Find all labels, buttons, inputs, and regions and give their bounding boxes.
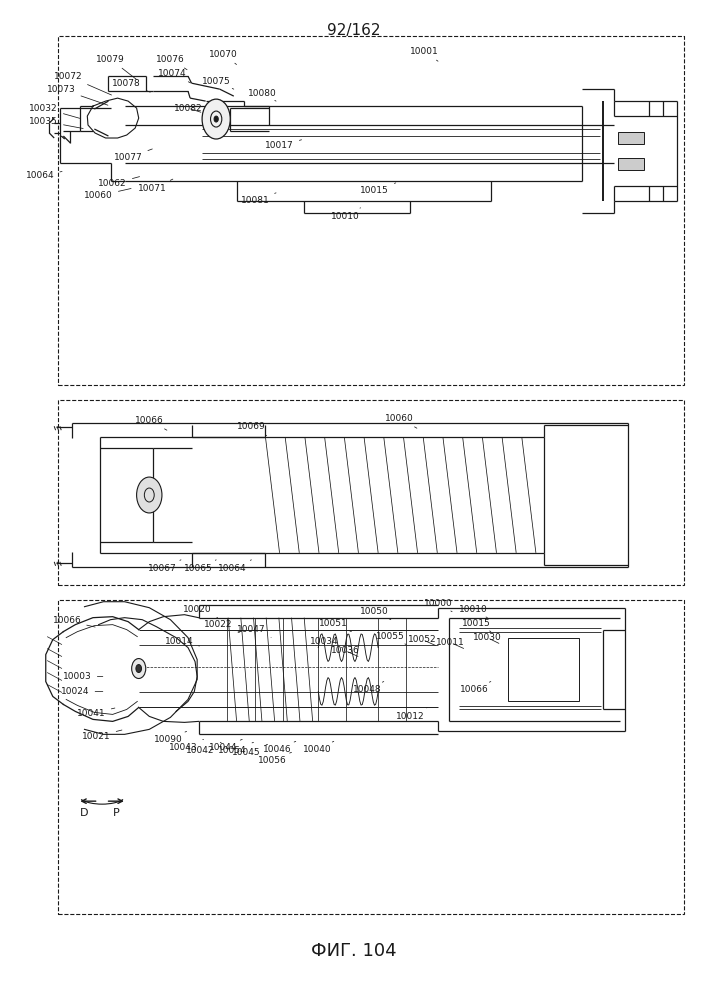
Text: 10017: 10017 (265, 140, 302, 150)
Text: 10066: 10066 (460, 681, 491, 694)
Circle shape (214, 116, 218, 122)
Text: 10051: 10051 (320, 619, 351, 632)
Text: 10034: 10034 (310, 637, 341, 648)
Text: 10014: 10014 (165, 637, 199, 646)
Text: 10060: 10060 (84, 188, 131, 200)
Text: 10015: 10015 (462, 619, 491, 632)
Text: 10064: 10064 (218, 560, 252, 573)
Text: 10032: 10032 (29, 104, 80, 118)
Text: 10021: 10021 (82, 730, 122, 741)
Text: 10010: 10010 (459, 605, 488, 618)
Text: 10050: 10050 (361, 607, 391, 620)
Text: 10062: 10062 (98, 177, 139, 188)
Text: 10064: 10064 (26, 171, 62, 180)
Text: 10056: 10056 (258, 752, 291, 765)
Text: 10090: 10090 (154, 731, 187, 744)
Bar (58, 400, 684, 585)
Text: 10046: 10046 (263, 741, 296, 754)
Text: 10010: 10010 (331, 208, 361, 221)
Text: 10080: 10080 (247, 89, 276, 101)
Text: 10052: 10052 (408, 635, 437, 645)
Text: 92/162: 92/162 (327, 23, 380, 38)
Text: 10070: 10070 (209, 50, 238, 65)
Circle shape (136, 665, 141, 673)
Text: 10036: 10036 (331, 646, 359, 656)
Bar (58, 36, 684, 385)
Text: 10048: 10048 (354, 681, 384, 694)
Text: 10020: 10020 (183, 605, 218, 618)
Text: 10067: 10067 (148, 560, 181, 573)
Text: 10074: 10074 (158, 69, 190, 83)
Text: 10077: 10077 (114, 149, 152, 162)
Text: 10069: 10069 (237, 422, 267, 436)
Text: 10065: 10065 (185, 560, 216, 573)
Text: 10075: 10075 (201, 77, 234, 89)
Bar (618, 132, 644, 144)
Text: 10071: 10071 (139, 179, 173, 193)
Text: 10066: 10066 (135, 416, 167, 430)
Text: D: D (80, 808, 89, 818)
Text: 10045: 10045 (232, 744, 267, 757)
Bar (58, 600, 684, 914)
Text: 10001: 10001 (409, 47, 438, 61)
Text: 10055: 10055 (375, 632, 407, 645)
Circle shape (202, 99, 230, 139)
Text: P: P (113, 808, 119, 818)
Text: 10000: 10000 (423, 599, 452, 612)
Text: 10041: 10041 (77, 708, 115, 718)
Text: 10079: 10079 (96, 55, 136, 79)
Text: 10072: 10072 (54, 72, 112, 95)
Text: 10012: 10012 (395, 707, 428, 721)
Bar (618, 158, 644, 170)
Text: 10011: 10011 (436, 638, 465, 648)
Text: 10054: 10054 (218, 742, 254, 755)
Text: 10076: 10076 (156, 55, 187, 70)
Text: 10060: 10060 (385, 414, 417, 428)
Text: 10040: 10040 (303, 741, 334, 754)
Text: 10030: 10030 (473, 633, 502, 643)
Text: 10082: 10082 (174, 104, 202, 113)
Text: 10022: 10022 (204, 620, 240, 633)
Text: 10003: 10003 (63, 672, 103, 681)
Circle shape (136, 477, 162, 513)
Circle shape (132, 659, 146, 679)
Text: 10047: 10047 (237, 625, 271, 638)
Text: ФИГ. 104: ФИГ. 104 (310, 942, 397, 960)
Text: 10015: 10015 (361, 183, 396, 195)
Text: 10066: 10066 (52, 616, 95, 627)
Text: 10042: 10042 (187, 742, 221, 755)
Text: 10043: 10043 (169, 739, 204, 752)
Text: 10081: 10081 (240, 193, 276, 205)
Bar (508, 638, 579, 701)
Text: 10035: 10035 (29, 117, 83, 129)
Text: 10044: 10044 (209, 739, 243, 752)
Text: 10078: 10078 (112, 79, 150, 92)
Text: 10024: 10024 (61, 687, 103, 696)
Text: 10073: 10073 (47, 85, 108, 105)
